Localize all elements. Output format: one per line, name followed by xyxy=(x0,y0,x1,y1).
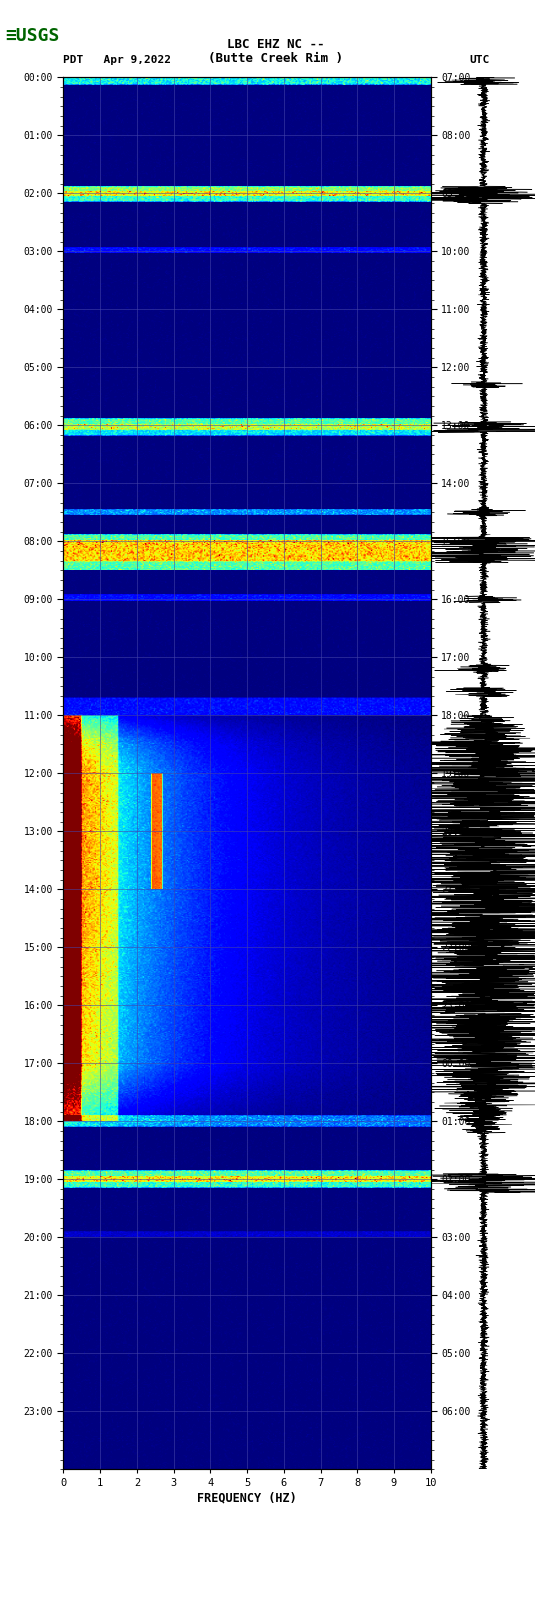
Text: (Butte Creek Rim ): (Butte Creek Rim ) xyxy=(209,52,343,65)
Text: LBC EHZ NC --: LBC EHZ NC -- xyxy=(227,37,325,50)
Text: UTC: UTC xyxy=(469,55,490,65)
Text: PDT   Apr 9,2022: PDT Apr 9,2022 xyxy=(63,55,172,65)
Text: ≡USGS: ≡USGS xyxy=(6,27,60,45)
X-axis label: FREQUENCY (HZ): FREQUENCY (HZ) xyxy=(197,1490,297,1503)
